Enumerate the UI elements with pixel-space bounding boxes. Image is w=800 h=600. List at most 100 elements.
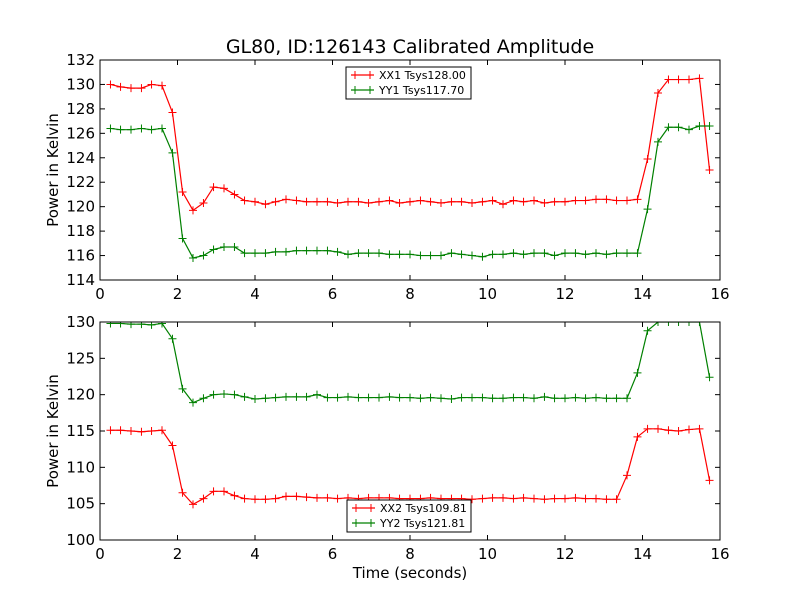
data-point-xx1 [705, 166, 714, 174]
data-point-yy1 [674, 123, 683, 132]
data-point-xx2 [550, 494, 559, 503]
data-point-xx1 [592, 195, 600, 204]
data-point-yy2 [633, 368, 642, 377]
data-point-xx1 [333, 199, 342, 207]
data-point-yy1 [364, 249, 373, 258]
data-point-xx2 [189, 500, 197, 509]
top-panel-marks [106, 74, 714, 262]
data-point-xx1 [633, 195, 642, 204]
data-point-xx2 [220, 487, 228, 496]
data-point-yy1 [137, 124, 146, 133]
data-point-yy2 [251, 395, 259, 404]
bottom-panel-x-axis-label: Time (seconds) [352, 564, 468, 582]
data-point-xx1 [437, 199, 445, 207]
data-point-xx1 [695, 74, 704, 83]
x-tick-label: 14 [633, 285, 652, 303]
data-point-yy1 [168, 148, 177, 157]
y-tick-label: 124 [66, 149, 95, 167]
data-point-yy2 [426, 393, 435, 402]
top-panel: 0 2 4 6 8 10 12 14 16 114 116 118 120 122 124 126 128 130… [44, 51, 730, 303]
data-point-xx2 [581, 494, 590, 503]
top-panel-legend: XX1 Tsys128.00 YY1 Tsys117.70 [345, 66, 472, 100]
data-point-xx2 [571, 493, 580, 502]
data-point-xx2 [695, 424, 704, 433]
data-point-xx1 [106, 80, 115, 89]
data-point-xx2 [530, 494, 538, 503]
x-tick-label: 16 [710, 285, 729, 303]
data-point-yy1 [333, 247, 342, 256]
data-point-xx2 [127, 427, 135, 435]
data-point-xx2 [158, 426, 166, 435]
data-point-yy1 [251, 249, 259, 258]
x-tick-label: 4 [250, 285, 260, 303]
data-point-xx1 [158, 81, 166, 90]
data-point-xx2 [664, 426, 673, 435]
data-point-yy1 [540, 249, 549, 258]
bottom-panel-legend-marker-xx2 [352, 504, 375, 512]
data-point-xx2 [633, 432, 642, 441]
data-point-xx2 [240, 494, 249, 503]
data-point-xx1 [488, 196, 497, 205]
data-point-yy1 [292, 246, 301, 255]
data-point-xx2 [685, 425, 693, 434]
data-point-xx2 [602, 495, 611, 504]
data-point-yy2 [137, 322, 146, 329]
y-tick-label: 105 [66, 495, 95, 513]
data-point-yy1 [602, 250, 611, 259]
data-point-xx2 [540, 495, 549, 504]
data-point-yy1 [581, 250, 590, 259]
data-point-xx1 [571, 196, 580, 205]
data-point-yy2 [664, 322, 673, 326]
data-point-xx1 [406, 197, 414, 206]
bottom-panel-y-axis-label: Power in Kelvin [44, 374, 62, 488]
data-point-xx1 [395, 199, 404, 207]
data-point-xx2 [168, 441, 177, 450]
data-point-yy2 [395, 393, 404, 402]
bottom-panel-legend-label-yy2: YY2 Tsys121.81 [379, 517, 465, 530]
data-point-yy1 [375, 249, 383, 258]
x-tick-label: 2 [173, 545, 183, 563]
data-point-xx1 [230, 190, 239, 199]
x-tick-label: 8 [405, 545, 415, 563]
top-panel-legend-label-xx1: XX1 Tsys128.00 [379, 69, 466, 82]
data-point-xx2 [147, 427, 156, 435]
data-point-yy1 [261, 249, 270, 258]
data-point-yy1 [561, 249, 569, 258]
x-tick-label: 12 [555, 285, 574, 303]
data-point-xx1 [540, 199, 549, 207]
data-point-yy2 [323, 393, 332, 402]
data-point-yy2 [344, 392, 352, 401]
x-tick-label: 2 [173, 285, 183, 303]
data-point-xx1 [178, 188, 187, 196]
data-point-xx2 [509, 494, 518, 503]
data-point-xx1 [416, 196, 425, 205]
data-point-yy2 [478, 393, 487, 402]
data-point-xx2 [323, 493, 332, 502]
top-panel-legend-box [345, 66, 472, 100]
data-point-yy2 [416, 394, 425, 403]
data-point-xx1 [385, 196, 394, 205]
data-point-xx1 [302, 197, 311, 206]
data-point-yy1 [416, 251, 425, 260]
data-point-yy2 [240, 392, 249, 401]
y-tick-label: 100 [66, 531, 95, 549]
data-point-yy2 [592, 393, 600, 402]
bottom-panel-legend: XX2 Tsys109.81 YY2 Tsys121.81 [346, 499, 472, 533]
data-point-xx2 [106, 426, 115, 435]
bottom-panel: 0 2 4 6 8 10 12 14 16 100 105 110 115 120 125 130 Power… [44, 313, 730, 582]
data-point-yy1 [468, 251, 476, 260]
data-point-yy2 [168, 334, 177, 343]
data-point-xx2 [654, 424, 662, 433]
data-point-xx1 [509, 196, 518, 205]
data-point-xx1 [292, 196, 301, 205]
data-point-yy1 [271, 247, 280, 256]
data-point-xx2 [592, 494, 600, 503]
data-point-xx2 [519, 493, 528, 502]
data-point-yy1 [127, 125, 135, 134]
data-point-yy2 [519, 393, 528, 402]
data-point-yy1 [395, 250, 404, 259]
top-panel-legend-label-yy1: YY1 Tsys117.70 [378, 84, 464, 97]
data-point-yy1 [550, 251, 559, 260]
data-point-xx2 [251, 495, 259, 504]
data-point-yy2 [623, 394, 631, 403]
